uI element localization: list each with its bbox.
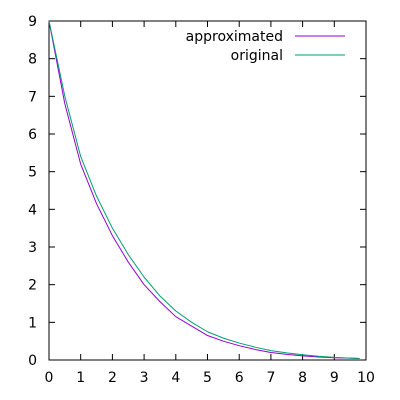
x-tick-label: 9 xyxy=(330,370,339,386)
y-tick-label: 9 xyxy=(28,14,37,30)
x-tick-label: 10 xyxy=(357,370,375,386)
y-tick-label: 1 xyxy=(28,315,37,331)
y-tick-label: 7 xyxy=(28,89,37,105)
x-tick-label: 8 xyxy=(298,370,307,386)
x-tick-label: 2 xyxy=(108,370,117,386)
y-tick-label: 5 xyxy=(28,165,37,181)
x-tick-label: 6 xyxy=(235,370,244,386)
x-tick-label: 1 xyxy=(76,370,85,386)
legend: approximated original xyxy=(186,29,345,64)
x-tick-label: 0 xyxy=(45,370,54,386)
series-line-approximated xyxy=(48,20,360,359)
x-tick-label: 7 xyxy=(266,370,275,386)
x-tick-label: 3 xyxy=(140,370,149,386)
series-lines xyxy=(48,20,360,359)
y-tick-label: 2 xyxy=(28,278,37,294)
y-tick-label: 6 xyxy=(28,127,37,143)
series-line-original xyxy=(48,20,360,359)
y-tick-label: 0 xyxy=(28,353,37,369)
legend-label-original: original xyxy=(231,48,283,64)
x-tick-label: 4 xyxy=(171,370,180,386)
y-tick-label: 4 xyxy=(28,202,37,218)
y-tick-label: 3 xyxy=(28,240,37,256)
y-tick-label: 8 xyxy=(28,52,37,68)
legend-label-approximated: approximated xyxy=(186,29,283,45)
x-tick-label: 5 xyxy=(203,370,212,386)
